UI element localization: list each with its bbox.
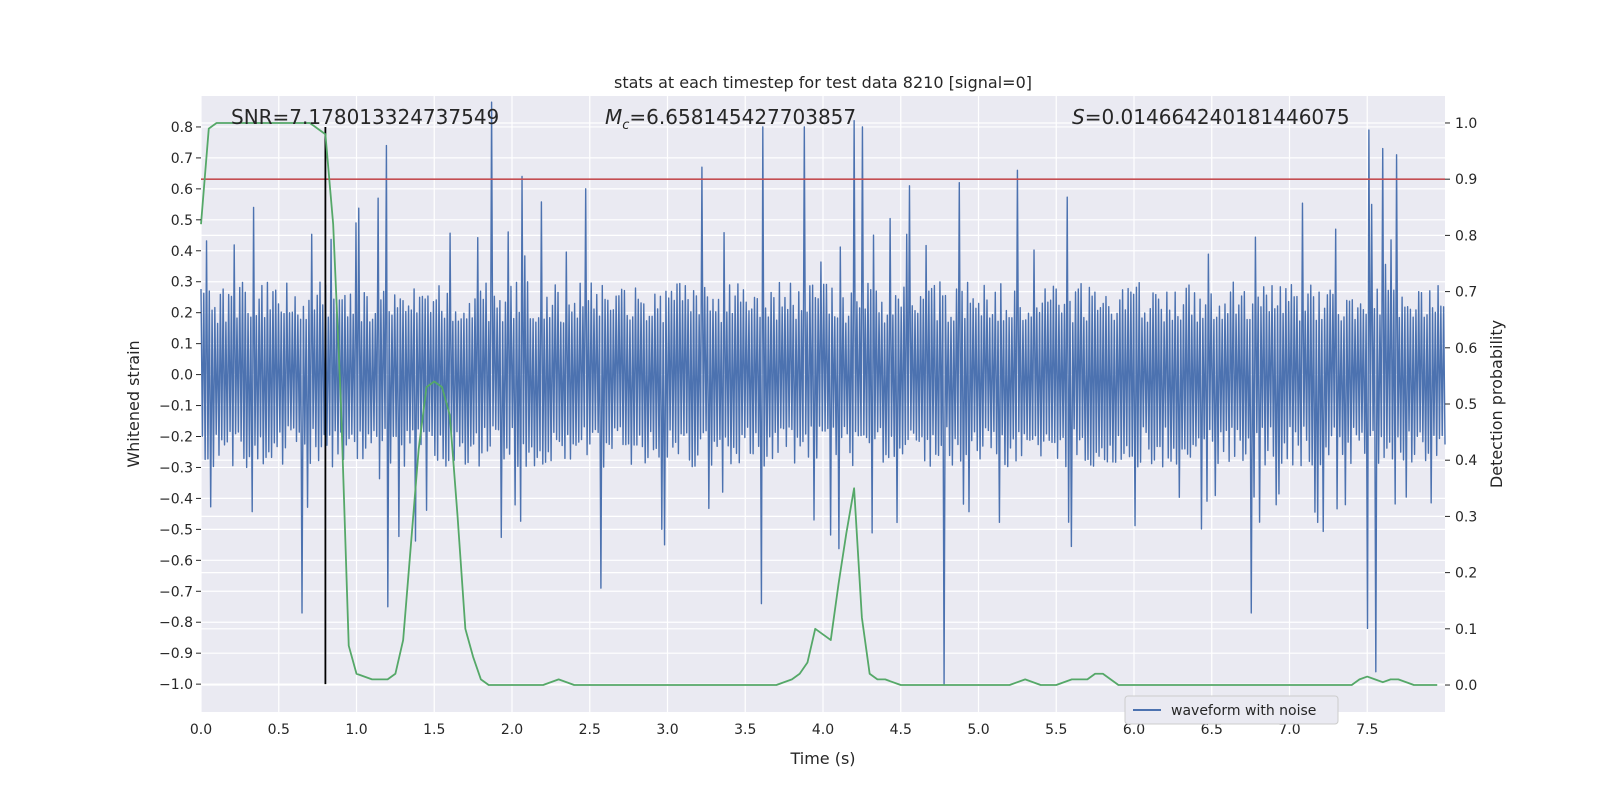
probability-line [200,122,1438,686]
y-axis-label-right: Detection probability [1487,320,1506,488]
y-left-tick-label: −0.7 [159,584,193,600]
legend-box [1124,695,1339,725]
x-tick-label: 6.0 [1123,722,1145,738]
y-left-tick-label: −0.9 [159,646,193,662]
y-left-tick-label: 0.2 [171,306,193,322]
y-left-tick-label: −0.4 [159,491,193,507]
y-left-tick-label: −0.3 [159,460,193,476]
x-tick-label: 6.5 [1201,722,1223,738]
s-symbol: S [1072,105,1085,129]
y-left-tick-label: 0.1 [171,337,193,353]
x-tick-label: 0.0 [190,722,212,738]
snr-annotation: SNR=7.178013324737549 [231,105,499,129]
y-left-tick-label: 0.8 [171,120,193,136]
y-left-tick-label: 0.4 [171,244,193,260]
y-left-tick-label: 0.7 [171,151,193,167]
legend-label: waveform with noise [1171,703,1316,719]
mc-value: =6.658145427703857 [629,105,856,129]
x-axis-label: Time (s) [789,749,855,768]
chart-title: stats at each timestep for test data 821… [614,73,1032,92]
y-right-tick-label: 0.0 [1455,678,1477,694]
y-left-tick-label: −0.5 [159,522,193,538]
x-tick-label: 1.0 [345,722,367,738]
s-value: =0.014664240181446075 [1085,105,1350,129]
y-left-tick-label: −1.0 [159,677,193,693]
overlays [200,122,1445,686]
y-left-tick-label: −0.2 [159,430,193,446]
y-left-tick-label: 0.6 [171,182,193,198]
y-left-tick-label: 0.3 [171,275,193,291]
x-tick-label: 3.5 [734,722,756,738]
y-right-tick-label: 0.6 [1455,341,1477,357]
y-right-tick-label: 0.2 [1455,566,1477,582]
y-right-tick-label: 0.3 [1455,509,1477,525]
y-left-tick-label: 0.5 [171,213,193,229]
x-tick-label: 5.0 [967,722,989,738]
y-left-tick-label: −0.6 [159,553,193,569]
y-right-tick-label: 0.8 [1455,228,1477,244]
x-tick-label: 0.5 [268,722,290,738]
y-left-tick-label: 0.0 [171,368,193,384]
y-axis-label-left: Whitened strain [124,340,143,467]
x-tick-label: 2.0 [501,722,523,738]
y-left-tick-label: −0.1 [159,399,193,415]
x-tick-label: 4.5 [890,722,912,738]
y-right-tick-label: 0.7 [1455,285,1477,301]
x-tick-label: 2.5 [579,722,601,738]
y-right-tick-label: 0.1 [1455,622,1477,638]
score-annotation: S=0.014664240181446075 [1072,105,1350,129]
y-right-tick-label: 0.4 [1455,453,1477,469]
axes: 0.0 0.5 1.0 1.5 2.0 2.5 3.0 3.5 4.0 4.5 5.0 5.5 6.0 6… [159,116,1477,738]
mc-subscript: c [622,118,629,133]
y-left-tick-label: −0.8 [159,615,193,631]
waveform-line [200,101,1446,685]
mc-symbol: M [605,105,622,129]
x-tick-label: 4.0 [812,722,834,738]
x-tick-label: 3.0 [656,722,678,738]
waveform-series [200,101,1446,685]
legend: waveform with noise [1124,695,1339,725]
y-right-tick-label: 0.5 [1455,397,1477,413]
y-right-tick-label: 0.9 [1455,172,1477,188]
x-tick-label: 1.5 [423,722,445,738]
x-tick-label: 5.5 [1045,722,1067,738]
x-tick-label: 7.5 [1356,722,1378,738]
y-right-tick-label: 1.0 [1455,116,1477,132]
x-tick-label: 7.0 [1278,722,1300,738]
chirp-mass-annotation: Mc=6.658145427703857 [605,105,856,133]
